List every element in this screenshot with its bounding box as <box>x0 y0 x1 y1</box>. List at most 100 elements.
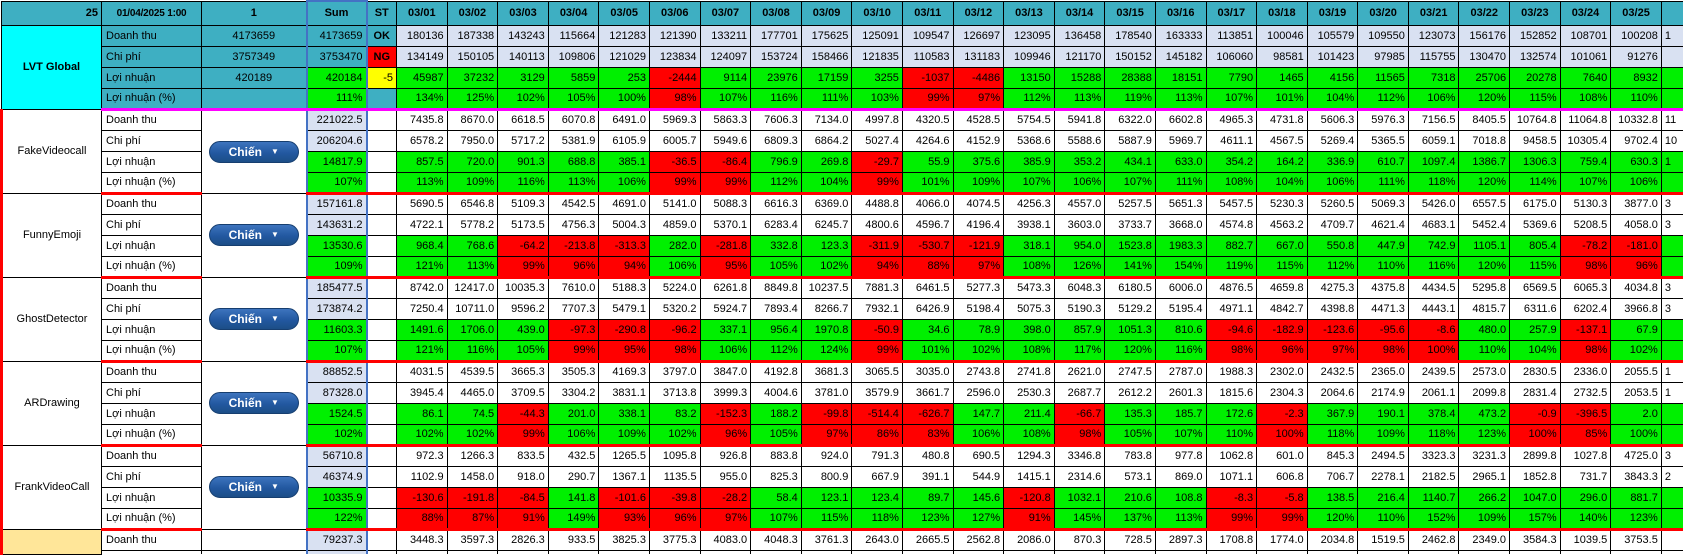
data-cell[interactable]: 5976.3 <box>1357 108 1409 131</box>
clipped-cell[interactable] <box>1660 45 1683 68</box>
data-cell[interactable]: 4375.8 <box>1357 276 1409 299</box>
data-cell[interactable]: 145.6 <box>952 486 1005 509</box>
data-cell[interactable]: 98% <box>648 87 701 111</box>
data-cell[interactable]: 1491.6 <box>396 318 448 341</box>
data-cell[interactable]: 4275.3 <box>1306 276 1359 299</box>
data-cell[interactable]: 3825.3 <box>598 528 650 551</box>
data-cell[interactable]: 2965.1 <box>1458 465 1511 488</box>
data-cell[interactable]: -123.6 <box>1306 318 1359 341</box>
date-header[interactable]: 03/09 <box>800 0 853 26</box>
data-cell[interactable]: 5651.3 <box>1154 192 1207 215</box>
data-cell[interactable]: 2530.3 <box>1003 381 1055 404</box>
sum-cell[interactable]: 88852.5 <box>305 360 368 383</box>
data-cell[interactable]: 6175.0 <box>1509 192 1561 215</box>
data-cell[interactable]: 98% <box>1053 423 1106 447</box>
data-cell[interactable]: -191.8 <box>446 486 499 509</box>
data-cell[interactable]: 11064.8 <box>1559 108 1612 131</box>
data-cell[interactable]: 106% <box>699 339 752 363</box>
data-cell[interactable]: 17159 <box>800 66 853 89</box>
data-cell[interactable]: 2432.5 <box>1306 360 1359 383</box>
data-cell[interactable]: 5195.4 <box>1154 297 1207 320</box>
status-cell[interactable] <box>366 339 397 363</box>
data-cell[interactable]: 550.8 <box>1306 234 1359 257</box>
data-cell[interactable]: 4659.8 <box>1256 276 1308 299</box>
data-cell[interactable]: 4557.0 <box>1053 192 1106 215</box>
data-cell[interactable]: 3945.4 <box>396 381 448 404</box>
data-cell[interactable]: 805.4 <box>1509 234 1561 257</box>
data-cell[interactable]: -86.4 <box>699 150 752 173</box>
data-cell[interactable]: 110% <box>1357 255 1409 279</box>
data-cell[interactable]: 5426.0 <box>1407 192 1460 215</box>
data-cell[interactable]: 10035.3 <box>497 276 549 299</box>
data-cell[interactable]: 121029 <box>598 45 650 68</box>
data-cell[interactable]: 720.0 <box>446 150 499 173</box>
data-cell[interactable]: 145182 <box>1154 45 1207 68</box>
sum-cell[interactable]: 1524.5 <box>305 402 368 425</box>
date-header[interactable]: 03/11 <box>901 0 954 26</box>
data-cell[interactable]: 120% <box>1458 171 1511 195</box>
data-cell[interactable]: 1386.7 <box>1458 150 1511 173</box>
data-cell[interactable] <box>851 549 903 554</box>
data-cell[interactable]: 4196.4 <box>952 213 1005 236</box>
data-cell[interactable]: 99% <box>1205 507 1258 531</box>
data-cell[interactable]: 109% <box>1357 423 1409 447</box>
data-cell[interactable]: 113% <box>1053 87 1106 111</box>
data-cell[interactable]: 106% <box>1306 171 1359 195</box>
data-cell[interactable]: 1071.1 <box>1205 465 1258 488</box>
data-cell[interactable]: -181.0 <box>1610 234 1662 257</box>
date-header[interactable]: 03/14 <box>1053 0 1106 26</box>
data-cell[interactable]: 5230.3 <box>1256 192 1308 215</box>
data-cell[interactable]: 119% <box>1104 87 1156 111</box>
data-cell[interactable]: 318.1 <box>1003 234 1055 257</box>
data-cell[interactable]: 10237.5 <box>800 276 853 299</box>
data-cell[interactable]: 107% <box>1104 171 1156 195</box>
data-cell[interactable]: 153724 <box>750 45 802 68</box>
data-cell[interactable]: -137.1 <box>1559 318 1612 341</box>
data-cell[interactable]: 172.6 <box>1205 402 1258 425</box>
data-cell[interactable]: 109% <box>446 171 499 195</box>
data-cell[interactable]: 112% <box>750 339 802 363</box>
data-cell[interactable]: 2665.5 <box>901 528 954 551</box>
data-cell[interactable]: 3761.3 <box>800 528 853 551</box>
data-cell[interactable]: 121283 <box>598 24 650 47</box>
data-cell[interactable]: 968.4 <box>396 234 448 257</box>
data-cell[interactable]: 107% <box>1003 171 1055 195</box>
data-cell[interactable]: 119% <box>1205 255 1258 279</box>
data-cell[interactable]: 3129 <box>497 66 549 89</box>
data-cell[interactable]: 630.3 <box>1610 150 1662 173</box>
data-cell[interactable]: 6059.1 <box>1407 129 1460 152</box>
data-cell[interactable] <box>396 549 448 554</box>
strategy-dropdown-button[interactable]: Chiến ▼ <box>208 308 299 330</box>
clipped-cell[interactable] <box>1660 549 1683 554</box>
sum-cell[interactable]: 13530.6 <box>305 234 368 257</box>
data-cell[interactable]: 1465 <box>1256 66 1308 89</box>
data-cell[interactable]: 5369.6 <box>1509 213 1561 236</box>
data-cell[interactable]: 138.5 <box>1306 486 1359 509</box>
sum-cell[interactable]: 46374.9 <box>305 465 368 488</box>
data-cell[interactable]: 2099.8 <box>1458 381 1511 404</box>
data-cell[interactable]: 3966.8 <box>1610 297 1662 320</box>
timestamp-cell[interactable]: 01/04/2025 1:00 <box>101 0 202 26</box>
data-cell[interactable]: 136458 <box>1053 24 1106 47</box>
data-cell[interactable]: 4997.8 <box>851 108 903 131</box>
data-cell[interactable]: 97% <box>1306 339 1359 363</box>
sum-cell[interactable]: 221022.5 <box>305 108 368 131</box>
manual-value-cell[interactable]: 3757349 <box>201 45 307 68</box>
data-cell[interactable]: 10332.8 <box>1610 108 1662 131</box>
data-cell[interactable]: 4621.4 <box>1357 213 1409 236</box>
data-cell[interactable]: 4971.1 <box>1205 297 1258 320</box>
data-cell[interactable]: 3831.1 <box>598 381 650 404</box>
data-cell[interactable]: 67.9 <box>1610 318 1662 341</box>
data-cell[interactable]: 918.0 <box>497 465 549 488</box>
data-cell[interactable]: 4058.0 <box>1610 213 1662 236</box>
data-cell[interactable]: 143243 <box>497 24 549 47</box>
data-cell[interactable] <box>1104 549 1156 554</box>
data-cell[interactable]: 4256.3 <box>1003 192 1055 215</box>
data-cell[interactable]: 7932.1 <box>851 297 903 320</box>
data-cell[interactable]: 5027.4 <box>851 129 903 152</box>
data-cell[interactable]: 105% <box>497 339 549 363</box>
data-cell[interactable]: 1265.5 <box>598 444 650 467</box>
data-cell[interactable]: 5257.5 <box>1104 192 1156 215</box>
sum-cell[interactable]: 4173659 <box>305 24 368 47</box>
data-cell[interactable]: 3597.3 <box>446 528 499 551</box>
